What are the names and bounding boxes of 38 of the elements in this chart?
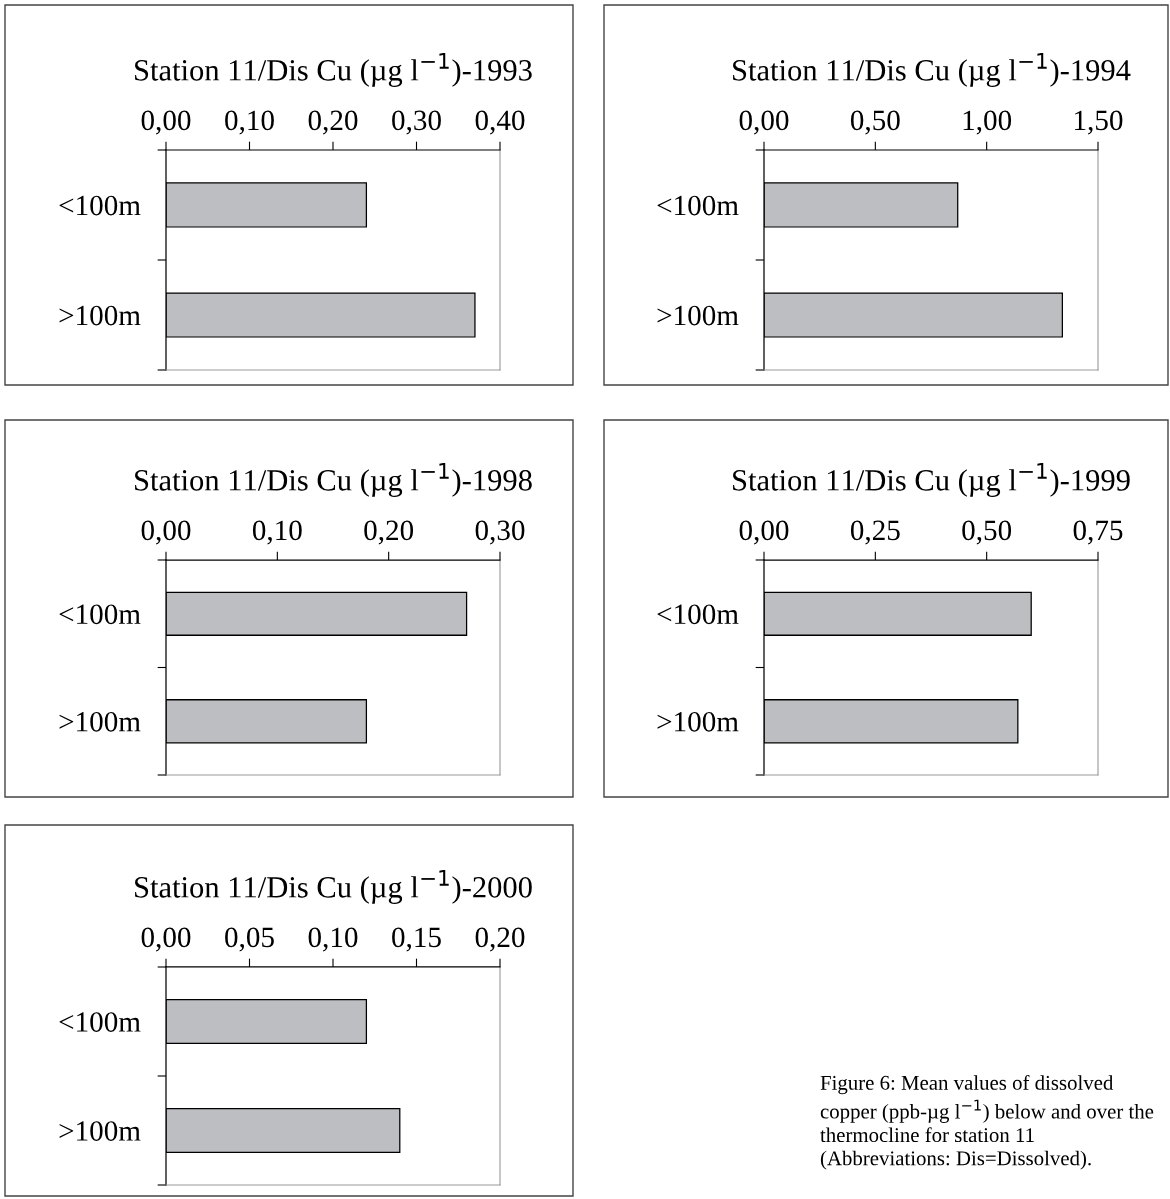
x-tick-label: 0,00: [141, 927, 191, 952]
caption: Figure 6: Mean values of dissolved copper (ppb-µg l$^{−1}$) below and over the thermocline for station 11 (Abbreviations: Dis=Dissolved).: [820, 1075, 1154, 1170]
y-tick-label: <100m: [657, 604, 739, 625]
x-tick-label: 0,50: [850, 110, 900, 135]
chart-title: Station 11/Dis Cu (µg l$^{−1}$)-1998: [135, 463, 532, 497]
x-tick-label: 0,20: [364, 520, 414, 545]
y-tick-label: >100m: [59, 1121, 141, 1141]
y-tick-label: >100m: [657, 711, 739, 732]
x-tick-label: 1,50: [1075, 110, 1123, 135]
chart-title: Station 11/Dis Cu (µg l$^{−1}$)-1999: [733, 463, 1130, 497]
x-tick-label: 0,00: [141, 520, 191, 545]
x-tick-label: 0,20: [308, 110, 358, 135]
x-tick-label: 0,00: [141, 110, 191, 135]
x-tick-label: 0,75: [1073, 520, 1123, 545]
x-tick-label: 0,40: [475, 110, 525, 135]
y-tick-label: <100m: [657, 195, 739, 216]
chart-title: Station 11/Dis Cu (µg l$^{−1}$)-1994: [733, 53, 1131, 87]
x-tick-label: 0,00: [739, 110, 789, 135]
y-tick-label: <100m: [59, 195, 141, 216]
x-tick-label: 0,50: [962, 520, 1012, 545]
x-tick-label: 0,15: [392, 927, 441, 952]
x-tick-label: 0,05: [225, 927, 274, 952]
x-tick-label: 0,30: [392, 110, 441, 135]
x-tick-label: 0,20: [475, 927, 525, 952]
x-tick-label: 0,30: [475, 520, 525, 545]
chart-title: Station 11/Dis Cu (µg l$^{−1}$)-2000: [135, 870, 532, 904]
x-tick-label: 0,25: [850, 520, 900, 545]
x-tick-label: 0,00: [739, 520, 789, 545]
x-tick-label: 1,00: [963, 110, 1012, 135]
y-tick-label: >100m: [59, 305, 141, 326]
chart-title: Station 11/Dis Cu (µg l$^{−1}$)-1993: [135, 53, 532, 87]
x-tick-label: 0,10: [308, 927, 358, 952]
y-tick-label: >100m: [657, 305, 739, 326]
x-tick-label: 0,10: [225, 110, 274, 135]
x-tick-label: 0,10: [252, 520, 302, 545]
y-tick-label: >100m: [59, 711, 141, 732]
y-tick-label: <100m: [59, 1012, 141, 1032]
y-tick-label: <100m: [59, 604, 141, 625]
